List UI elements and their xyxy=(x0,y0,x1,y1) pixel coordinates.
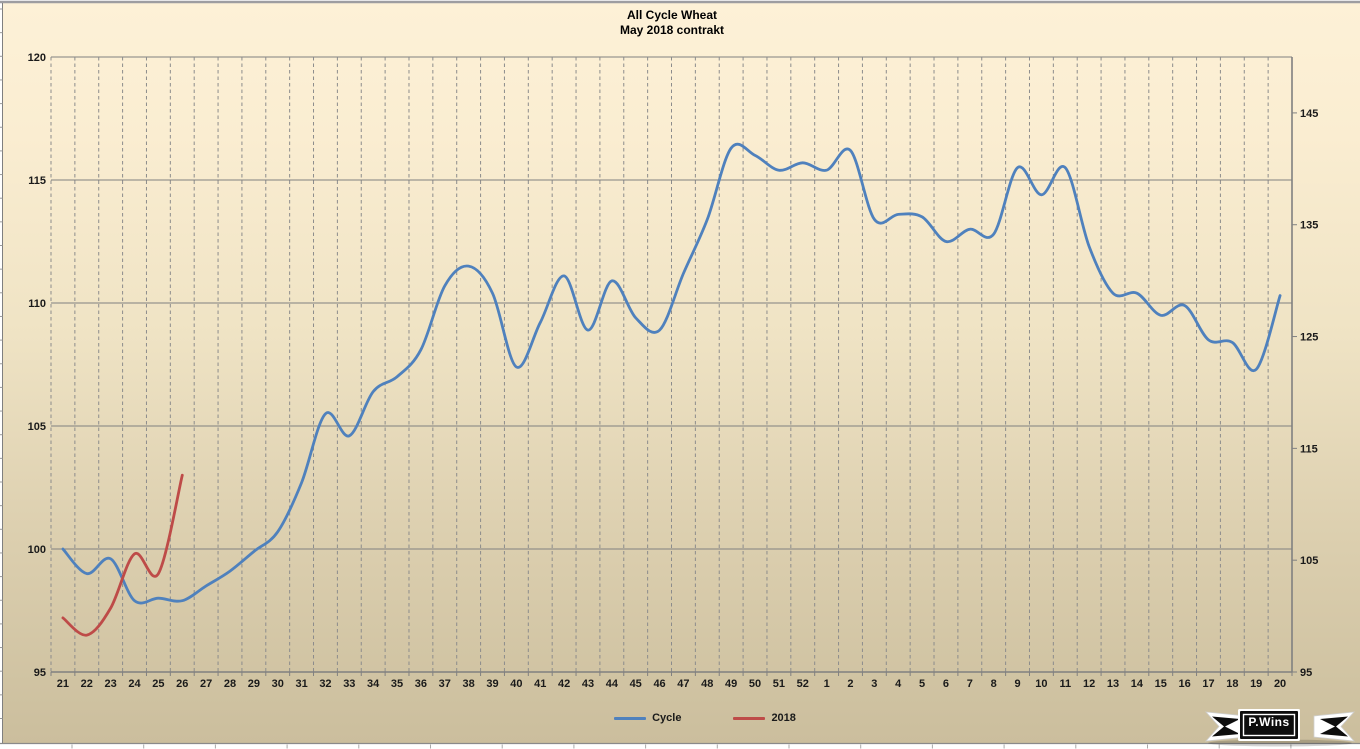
x-axis-label: 32 xyxy=(319,678,331,690)
left-axis-label: 105 xyxy=(28,421,46,433)
left-axis-label: 100 xyxy=(28,544,46,556)
chart-title: All Cycle Wheat May 2018 contrakt xyxy=(0,8,1344,38)
x-axis-label: 50 xyxy=(749,678,761,690)
right-axis-label: 105 xyxy=(1300,555,1318,567)
legend-line-swatch xyxy=(614,716,647,720)
x-axis-label: 25 xyxy=(152,678,164,690)
x-axis-label: 45 xyxy=(630,678,642,690)
x-axis-label: 38 xyxy=(463,678,475,690)
x-axis-label: 46 xyxy=(653,678,665,690)
x-axis-label: 48 xyxy=(701,678,713,690)
x-axis-label: 1 xyxy=(824,678,830,690)
x-axis-label: 11 xyxy=(1059,678,1071,690)
x-axis-label: 8 xyxy=(991,678,997,690)
x-axis-label: 24 xyxy=(128,678,141,690)
x-axis-label: 21 xyxy=(57,678,69,690)
x-axis-label: 10 xyxy=(1035,678,1047,690)
x-axis-label: 40 xyxy=(510,678,522,690)
left-axis-label: 120 xyxy=(28,52,46,64)
right-axis-label: 145 xyxy=(1300,108,1318,120)
x-axis-label: 22 xyxy=(81,678,93,690)
x-axis-label: 33 xyxy=(343,678,355,690)
pwins-ribbon-banner-icon xyxy=(1205,709,1355,747)
x-axis-label: 6 xyxy=(943,678,949,690)
x-axis-label: 37 xyxy=(439,678,451,690)
x-axis-label: 31 xyxy=(295,678,307,690)
chart-title-line1: All Cycle Wheat xyxy=(626,8,718,22)
x-axis-label: 16 xyxy=(1178,678,1190,690)
x-axis-label: 41 xyxy=(534,678,546,690)
x-axis-label: 18 xyxy=(1226,678,1238,690)
x-axis-label: 7 xyxy=(967,678,973,690)
right-axis-label: 95 xyxy=(1300,667,1312,679)
x-axis-label: 4 xyxy=(895,678,902,690)
x-axis-label: 14 xyxy=(1131,678,1144,690)
x-axis-label: 15 xyxy=(1155,678,1167,690)
series-line-2018 xyxy=(61,473,184,637)
x-axis-label: 34 xyxy=(367,678,380,690)
pwins-ribbon-label: P.Wins xyxy=(1248,715,1290,729)
x-axis-label: 9 xyxy=(1014,678,1020,690)
x-axis-label: 51 xyxy=(773,678,785,690)
right-axis-label: 125 xyxy=(1300,332,1318,344)
x-axis-label: 47 xyxy=(677,678,689,690)
x-axis-label: 29 xyxy=(248,678,260,690)
x-axis-label: 39 xyxy=(486,678,498,690)
x-axis-label: 20 xyxy=(1274,678,1286,690)
x-axis-label: 43 xyxy=(582,678,594,690)
legend: Cycle 2018 xyxy=(0,712,1360,724)
right-axis-label: 115 xyxy=(1300,443,1318,455)
legend-label: 2018 xyxy=(771,712,796,724)
x-axis-label: 17 xyxy=(1202,678,1214,690)
x-axis-label: 3 xyxy=(871,678,877,690)
left-axis-label: 95 xyxy=(34,667,46,679)
x-axis-label: 13 xyxy=(1107,678,1119,690)
x-axis-label: 49 xyxy=(725,678,737,690)
x-axis-label: 12 xyxy=(1083,678,1095,690)
x-axis-label: 42 xyxy=(558,678,570,690)
x-axis-label: 19 xyxy=(1250,678,1262,690)
right-axis-label: 135 xyxy=(1300,220,1318,232)
x-axis-label: 2 xyxy=(847,678,853,690)
x-axis-label: 27 xyxy=(200,678,212,690)
left-axis-label: 115 xyxy=(28,175,46,187)
chart-title-line2: May 2018 contrakt xyxy=(619,23,725,37)
x-axis-label: 36 xyxy=(415,678,427,690)
legend-item-2018: 2018 xyxy=(733,712,796,724)
series-line-cycle xyxy=(61,142,1282,605)
x-axis-label: 23 xyxy=(105,678,117,690)
x-axis-label: 5 xyxy=(919,678,925,690)
x-axis-label: 26 xyxy=(176,678,188,690)
pwins-ribbon: P.Wins xyxy=(1204,703,1356,747)
chart-background xyxy=(3,3,1360,743)
legend-line-swatch xyxy=(733,716,766,720)
legend-label: Cycle xyxy=(652,712,682,724)
left-axis-label: 110 xyxy=(28,298,46,310)
x-axis-label: 35 xyxy=(391,678,403,690)
x-axis-label: 28 xyxy=(224,678,236,690)
x-axis-label: 44 xyxy=(606,678,619,690)
x-axis-label: 52 xyxy=(797,678,809,690)
legend-item-cycle: Cycle xyxy=(614,712,681,724)
x-axis-label: 30 xyxy=(272,678,284,690)
